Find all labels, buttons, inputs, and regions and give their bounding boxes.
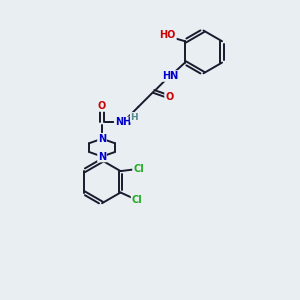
Text: Cl: Cl [131, 195, 142, 205]
Text: NH: NH [115, 117, 131, 128]
Text: H: H [130, 112, 138, 122]
Text: HO: HO [160, 30, 176, 40]
Text: Cl: Cl [133, 164, 144, 174]
Text: N: N [98, 134, 106, 144]
Text: O: O [98, 101, 106, 111]
Text: N: N [98, 152, 106, 161]
Text: HN: HN [162, 71, 178, 81]
Text: O: O [165, 92, 173, 102]
